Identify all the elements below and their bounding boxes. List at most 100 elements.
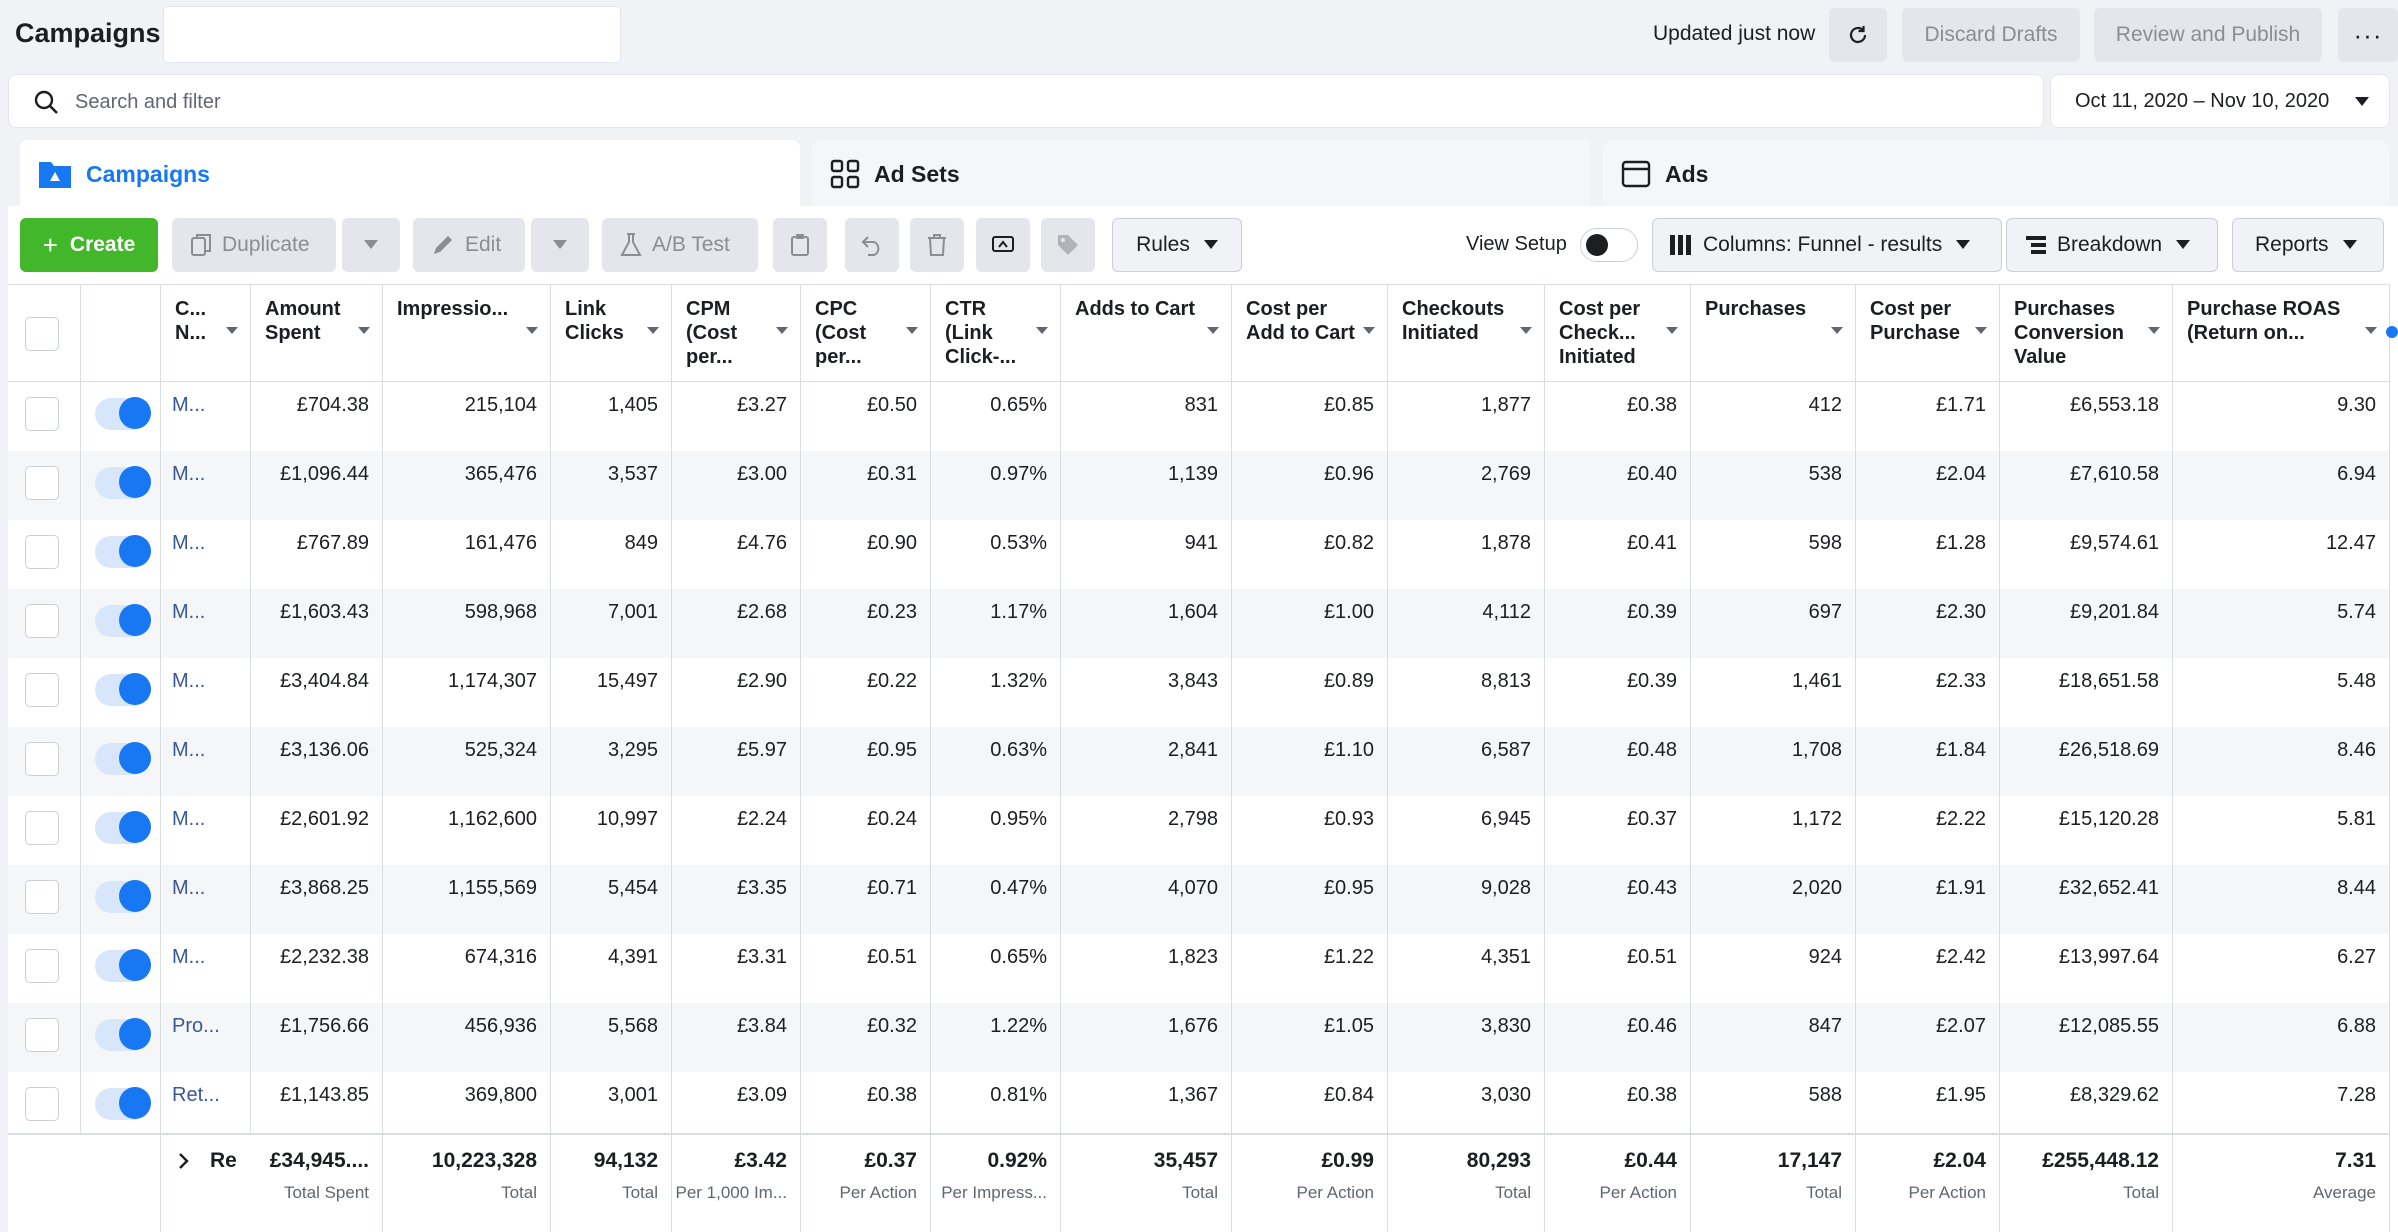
column-header[interactable]: CPM (Cost per... <box>672 285 801 381</box>
sort-caret-icon[interactable] <box>226 327 238 335</box>
date-range-picker[interactable]: Oct 11, 2020 – Nov 10, 2020 <box>2050 74 2390 128</box>
duplicate-dropdown-button[interactable] <box>342 218 400 272</box>
row-checkbox[interactable] <box>25 604 59 638</box>
sort-caret-icon[interactable] <box>1520 327 1532 335</box>
rules-button[interactable]: Rules <box>1112 218 1242 272</box>
sort-caret-icon[interactable] <box>1207 327 1219 335</box>
table-row[interactable]: M... £3,136.06 525,324 3,295 £5.97 £0.95 0.63%… <box>8 727 2390 796</box>
tab-campaigns[interactable]: Campaigns <box>20 140 800 208</box>
column-header[interactable]: Checkouts Initiated <box>1388 285 1545 381</box>
discard-drafts-button[interactable]: Discard Drafts <box>1902 8 2080 62</box>
campaign-name-link[interactable]: Ret... <box>161 1072 251 1141</box>
tab-ads[interactable]: Ads <box>1603 140 2389 208</box>
ab-test-button[interactable]: A/B Test <box>602 218 758 272</box>
sort-caret-icon[interactable] <box>2365 327 2377 335</box>
table-row[interactable]: M... £2,601.92 1,162,600 10,997 £2.24 £0.24 0.… <box>8 796 2390 865</box>
table-row[interactable]: Ret... £1,143.85 369,800 3,001 £3.09 £0.38 0.8… <box>8 1072 2390 1141</box>
create-button[interactable]: + Create <box>20 218 158 272</box>
row-checkbox[interactable] <box>25 742 59 776</box>
campaign-name-link[interactable]: M... <box>161 727 251 796</box>
delete-button[interactable] <box>910 218 964 272</box>
campaign-on-off-toggle[interactable] <box>95 535 151 568</box>
table-row[interactable]: Pro... £1,756.66 456,936 5,568 £3.84 £0.32 1.2… <box>8 1003 2390 1072</box>
scroll-indicator[interactable] <box>2386 326 2398 338</box>
row-checkbox[interactable] <box>25 880 59 914</box>
column-header[interactable]: Amount Spent <box>251 285 383 381</box>
sort-caret-icon[interactable] <box>776 327 788 335</box>
sort-caret-icon[interactable] <box>647 327 659 335</box>
clipboard-button[interactable] <box>773 218 827 272</box>
table-row[interactable]: M... £1,603.43 598,968 7,001 £2.68 £0.23 1.17%… <box>8 589 2390 658</box>
campaign-name-link[interactable]: M... <box>161 520 251 589</box>
campaign-on-off-toggle[interactable] <box>95 466 151 499</box>
sort-caret-icon[interactable] <box>1831 327 1843 335</box>
tag-button[interactable] <box>1041 218 1095 272</box>
table-row[interactable]: M... £2,232.38 674,316 4,391 £3.31 £0.51 0.65%… <box>8 934 2390 1003</box>
column-header[interactable]: Cost per Check... Initiated <box>1545 285 1691 381</box>
campaign-on-off-toggle[interactable] <box>95 742 151 775</box>
reports-button[interactable]: Reports <box>2232 218 2384 272</box>
campaign-name-link[interactable]: M... <box>161 796 251 865</box>
search-bar[interactable] <box>8 74 2044 128</box>
campaign-on-off-toggle[interactable] <box>95 1018 151 1051</box>
sort-caret-icon[interactable] <box>2148 327 2160 335</box>
row-checkbox[interactable] <box>25 673 59 707</box>
totals-expand[interactable]: Re <box>178 1149 237 1173</box>
campaign-on-off-toggle[interactable] <box>95 604 151 637</box>
campaign-on-off-toggle[interactable] <box>95 949 151 982</box>
column-header[interactable]: Link Clicks <box>551 285 672 381</box>
edit-button[interactable]: Edit <box>413 218 525 272</box>
row-checkbox[interactable] <box>25 811 59 845</box>
tab-ad-sets[interactable]: Ad Sets <box>812 140 1590 208</box>
table-row[interactable]: M... £3,868.25 1,155,569 5,454 £3.35 £0.71 0.4… <box>8 865 2390 934</box>
row-checkbox[interactable] <box>25 397 59 431</box>
column-header[interactable]: CTR (Link Click-... <box>931 285 1061 381</box>
sort-caret-icon[interactable] <box>1363 327 1375 335</box>
review-publish-button[interactable]: Review and Publish <box>2094 8 2322 62</box>
search-input[interactable] <box>75 87 1975 117</box>
export-button[interactable] <box>976 218 1030 272</box>
edit-dropdown-button[interactable] <box>531 218 589 272</box>
sort-caret-icon[interactable] <box>906 327 918 335</box>
sort-caret-icon[interactable] <box>358 327 370 335</box>
column-header[interactable]: Purchase ROAS (Return on... <box>2173 285 2390 381</box>
column-header[interactable]: Cost per Purchase <box>1856 285 2000 381</box>
campaign-name-link[interactable]: M... <box>161 451 251 520</box>
sort-caret-icon[interactable] <box>1666 327 1678 335</box>
campaign-on-off-toggle[interactable] <box>95 673 151 706</box>
more-options-button[interactable]: ··· <box>2338 8 2398 62</box>
sort-caret-icon[interactable] <box>1036 327 1048 335</box>
column-header[interactable]: C... N... <box>161 285 251 381</box>
campaign-on-off-toggle[interactable] <box>95 1087 151 1120</box>
campaign-name-link[interactable]: M... <box>161 934 251 1003</box>
campaign-name-link[interactable]: M... <box>161 865 251 934</box>
columns-button[interactable]: Columns: Funnel - results <box>1652 218 2002 272</box>
row-checkbox[interactable] <box>25 1018 59 1052</box>
sort-caret-icon[interactable] <box>1975 327 1987 335</box>
row-checkbox[interactable] <box>25 466 59 500</box>
refresh-button[interactable] <box>1829 8 1887 62</box>
campaign-on-off-toggle[interactable] <box>95 397 151 430</box>
column-header[interactable]: Cost per Add to Cart <box>1232 285 1388 381</box>
campaign-name-link[interactable]: M... <box>161 382 251 451</box>
row-checkbox[interactable] <box>25 949 59 983</box>
column-header[interactable]: Purchases Conversion Value <box>2000 285 2173 381</box>
row-checkbox[interactable] <box>25 535 59 569</box>
column-header[interactable]: Adds to Cart <box>1061 285 1232 381</box>
campaign-name-link[interactable]: Pro... <box>161 1003 251 1072</box>
column-header[interactable]: Impressio... <box>383 285 551 381</box>
title-input-area[interactable] <box>163 6 621 63</box>
table-row[interactable]: M... £767.89 161,476 849 £4.76 £0.90 0.53% 941 £… <box>8 520 2390 589</box>
select-all-checkbox[interactable] <box>25 317 59 351</box>
table-row[interactable]: M... £3,404.84 1,174,307 15,497 £2.90 £0.22 1.… <box>8 658 2390 727</box>
duplicate-button[interactable]: Duplicate <box>172 218 336 272</box>
campaign-on-off-toggle[interactable] <box>95 880 151 913</box>
table-row[interactable]: M... £1,096.44 365,476 3,537 £3.00 £0.31 0.97%… <box>8 451 2390 520</box>
view-setup-toggle[interactable] <box>1580 228 1638 262</box>
column-header[interactable]: CPC (Cost per... <box>801 285 931 381</box>
table-row[interactable]: M... £704.38 215,104 1,405 £3.27 £0.50 0.65% 83… <box>8 382 2390 451</box>
campaign-name-link[interactable]: M... <box>161 658 251 727</box>
column-header[interactable]: Purchases <box>1691 285 1856 381</box>
campaign-name-link[interactable]: M... <box>161 589 251 658</box>
campaign-on-off-toggle[interactable] <box>95 811 151 844</box>
